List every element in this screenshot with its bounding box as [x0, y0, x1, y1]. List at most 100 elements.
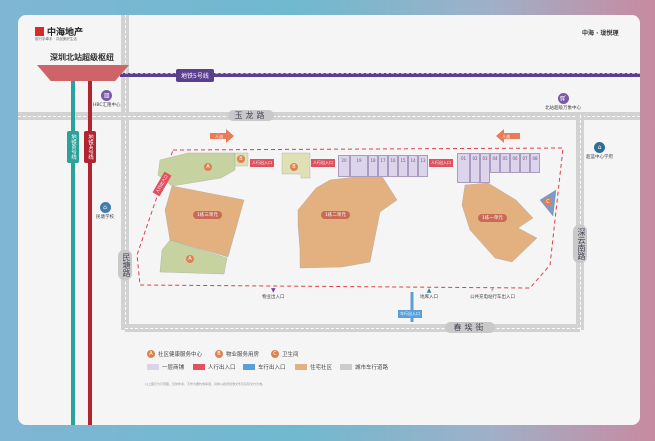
metro-line-5 [120, 73, 640, 77]
shop-unit[interactable]: 14 [408, 155, 418, 177]
shop-unit[interactable]: 02 [470, 153, 480, 183]
shop-unit[interactable]: 20 [338, 155, 350, 177]
shops-row-2: 01 02 03 04 05 06 07 08 [457, 153, 540, 183]
pedestrian-entrance-1[interactable]: 人行出入口 [250, 159, 274, 167]
legend-car: 车行出入口 [243, 363, 286, 371]
shop-unit[interactable]: 06 [510, 153, 520, 173]
poi-label: HBC汇隆中心 [93, 103, 121, 108]
hub-title: 深圳北站超级枢纽 [50, 53, 114, 62]
station-icon [37, 65, 129, 81]
shop-unit[interactable]: 18 [368, 155, 378, 177]
legend-label: 物业服务用房 [226, 352, 260, 358]
legend-c: C 卫生间 [271, 350, 299, 358]
school-icon: ⌂ [99, 202, 111, 213]
people-flow-arrow-2 [496, 129, 520, 143]
poi-school1[interactable]: ⌂ 民塘学校 [96, 202, 114, 220]
swatch [340, 364, 352, 370]
road-label-yulong: 玉龙路 [228, 110, 274, 121]
legend-a: A 社区健康服务中心 [147, 350, 202, 358]
legend-b: B 物业服务用房 [215, 350, 259, 358]
marker-b: B [237, 155, 245, 163]
pedestrian-entrance-3[interactable]: 人行出入口 [429, 159, 453, 167]
swatch [295, 364, 307, 370]
marker-a: A [186, 255, 194, 263]
shop-unit[interactable]: 19 [350, 155, 368, 177]
building-label-2[interactable]: 1栋二单元 [321, 211, 350, 219]
road-label-shenyun: 深云南路 [573, 225, 587, 263]
legend-label: 社区健康服务中心 [158, 352, 203, 358]
road-label-chun: 春埃街 [445, 322, 495, 333]
legend-label: 卫生间 [282, 352, 299, 358]
shop-unit[interactable]: 04 [490, 153, 500, 173]
people-flow-label-2: 人流 [502, 134, 510, 139]
pedestrian-entrance-2[interactable]: 人行出入口 [311, 159, 335, 167]
building-2 [297, 169, 398, 269]
legend-res: 住宅社区 [295, 363, 332, 371]
poi-hbc[interactable]: ▥ HBC汇隆中心 [93, 90, 121, 108]
road-mintang [121, 15, 129, 330]
poi-school2[interactable]: ⌂ 超蓝中心学府 [586, 142, 613, 160]
shop-unit[interactable]: 15 [398, 155, 408, 177]
shop-unit[interactable]: 16 [388, 155, 398, 177]
legend-label: 城市车行道路 [355, 365, 389, 371]
swatch [243, 364, 255, 370]
poi-label: 公共充电站行车出入口 [470, 295, 515, 300]
metro-5-label: 地铁5号线 [176, 69, 214, 82]
legend-label: 车行出入口 [258, 365, 286, 371]
legend-label: 一层商铺 [162, 365, 185, 371]
poi-mixc[interactable]: 🛒︎ 北站超级万象中心 [545, 93, 581, 111]
shopping-cart-icon: 🛒︎ [557, 93, 569, 104]
shop-unit[interactable]: 13 [418, 155, 428, 177]
shops-row-1: 20 19 18 17 16 15 14 13 [338, 155, 428, 177]
swatch [193, 364, 205, 370]
poi-parking[interactable]: ▼ 物业出入口 [262, 287, 285, 300]
legend-shop: 一层商铺 [147, 363, 184, 371]
marker-icon: ▼ [270, 287, 276, 294]
legend-ped: 人行出入口 [193, 363, 236, 371]
poi-garage[interactable]: ▲ 地库入口 [420, 287, 438, 300]
marker-c: C [544, 198, 552, 206]
metro-line-4 [88, 80, 92, 425]
poi-label: 民塘学校 [96, 215, 114, 220]
road-shenyun [576, 115, 584, 330]
legend-label: 人行出入口 [208, 365, 236, 371]
logo-mark-icon [35, 27, 44, 36]
people-flow-arrow-1 [210, 129, 234, 143]
school-icon: ⌂ [594, 142, 605, 153]
metro-4-label: 地铁4号线 [84, 131, 96, 163]
car-icon: ▲ [426, 287, 432, 294]
shop-unit[interactable]: 07 [520, 153, 530, 173]
shop-unit[interactable]: 05 [500, 153, 510, 173]
building-icon: ▥ [101, 90, 113, 101]
metro-6-label: 地铁6号线 [67, 131, 79, 163]
road-yulong [18, 112, 640, 120]
shop-unit[interactable]: 03 [480, 153, 490, 183]
swatch [147, 364, 159, 370]
people-flow-label-1: 人流 [215, 134, 223, 139]
charging-icon: ⚡ [490, 287, 495, 294]
slogan: 前行手牵手 · 共创美好生活 [35, 37, 77, 41]
building-label-1[interactable]: 1栋一单元 [478, 214, 507, 222]
shop-unit[interactable]: 17 [378, 155, 388, 177]
metro-line-6 [71, 80, 75, 425]
poi-label: 地库入口 [420, 295, 438, 300]
marker-a: A [204, 163, 212, 171]
legend-label: 住宅社区 [310, 365, 333, 371]
marker-b: B [290, 163, 298, 171]
shop-unit[interactable]: 08 [530, 153, 540, 173]
poi-label: 超蓝中心学府 [586, 155, 613, 160]
disclaimer: 以上图示为示意图，仅供参考，不作为要约或承诺，具体以政府批准文件及实际交付为准。 [145, 382, 266, 386]
poi-label: 北站超级万象中心 [545, 106, 581, 111]
vehicle-entrance[interactable]: 车行出入口 [398, 310, 422, 318]
poi-bus[interactable]: ⚡ 公共充电站行车出入口 [470, 287, 515, 300]
brand-logo: 中海地产 [35, 25, 83, 38]
poi-label: 物业出入口 [262, 295, 285, 300]
marker-a: A [147, 350, 155, 358]
shop-unit[interactable]: 01 [457, 153, 470, 183]
building-1 [461, 182, 538, 263]
marker-c: C [271, 350, 279, 358]
building-label-3[interactable]: 1栋三单元 [193, 211, 222, 219]
logo-text: 中海地产 [47, 28, 84, 38]
legend-road: 城市车行道路 [340, 363, 388, 371]
